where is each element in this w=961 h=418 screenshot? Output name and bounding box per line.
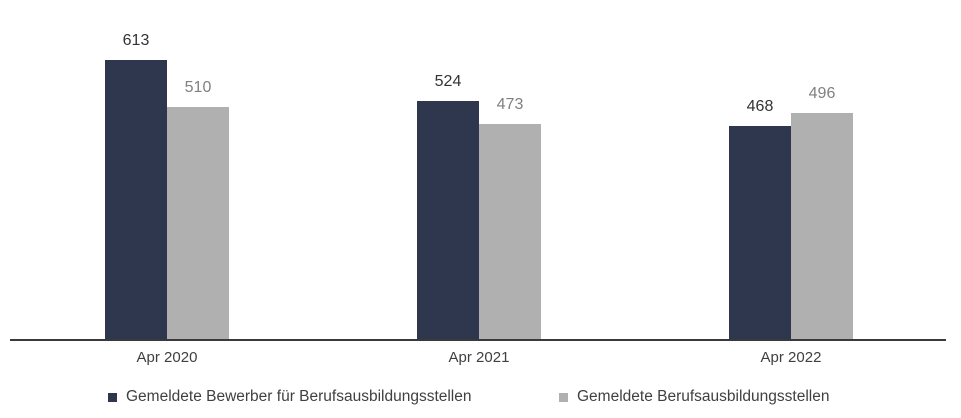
x-axis-line (10, 339, 946, 341)
legend-item-positions: Gemeldete Berufsausbildungsstellen (559, 388, 829, 406)
legend-swatch-icon (108, 392, 117, 402)
data-label: 473 (496, 96, 524, 113)
x-tick-label: Apr 2020 (136, 349, 198, 366)
bar (417, 101, 479, 340)
bar (105, 60, 167, 340)
legend-item-applicants: Gemeldete Bewerber für Berufsausbildungs… (108, 388, 472, 406)
legend-swatch-icon (559, 392, 568, 402)
bar (167, 107, 229, 340)
legend-label: Gemeldete Bewerber für Berufsausbildungs… (126, 388, 472, 405)
bar (791, 113, 853, 340)
data-label: 510 (184, 79, 212, 96)
x-tick-label: Apr 2022 (760, 349, 822, 366)
bar (479, 124, 541, 340)
bar (729, 126, 791, 340)
data-label: 613 (122, 32, 150, 49)
data-label: 468 (746, 98, 774, 115)
data-label: 496 (808, 85, 836, 102)
x-tick-label: Apr 2021 (448, 349, 510, 366)
data-label: 524 (434, 73, 462, 90)
legend-label: Gemeldete Berufsausbildungsstellen (577, 388, 830, 405)
